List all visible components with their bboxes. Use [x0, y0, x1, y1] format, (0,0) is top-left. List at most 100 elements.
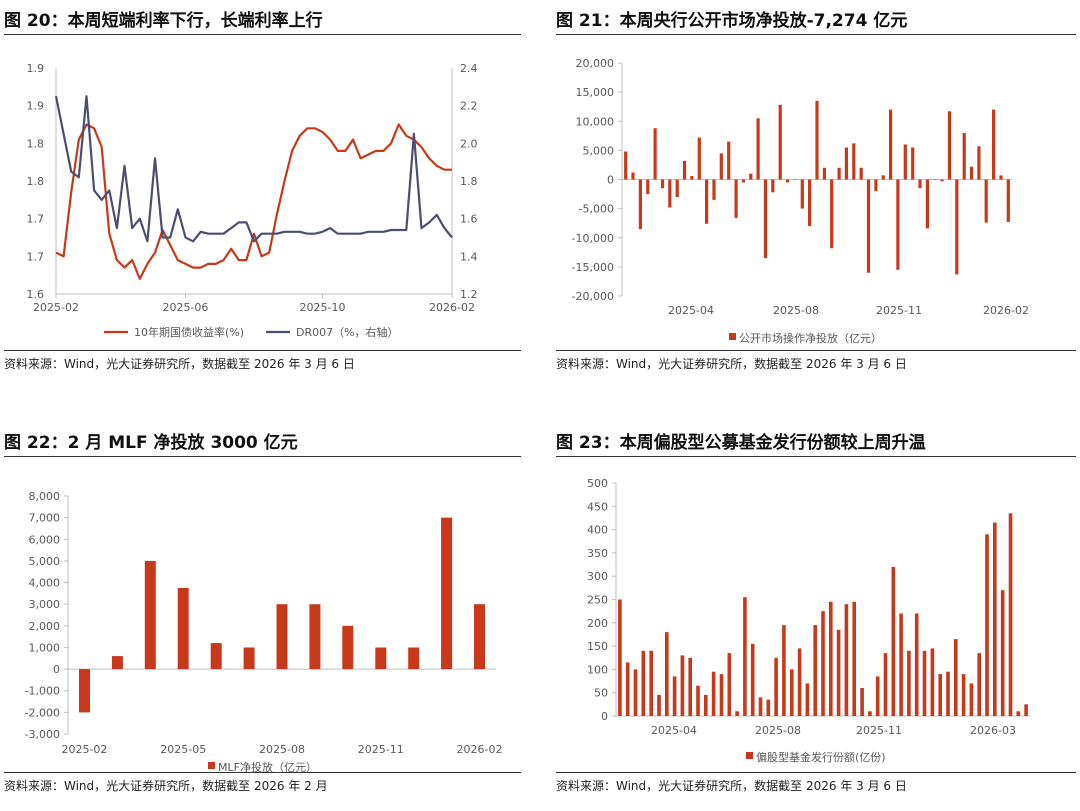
bar [793, 179, 797, 180]
source-rule [4, 772, 521, 773]
bar [852, 143, 856, 180]
bar [874, 179, 878, 192]
bar [758, 697, 763, 716]
bar [653, 128, 657, 180]
bar [969, 166, 974, 180]
bar [881, 175, 885, 180]
bar [938, 674, 942, 716]
y-tick-label: -20,000 [572, 290, 614, 303]
y-tick-label: 20,000 [576, 57, 615, 70]
bar [782, 625, 786, 716]
x-tick-label: 2025-02 [33, 301, 79, 314]
title-rule [4, 34, 521, 35]
bar [933, 179, 937, 180]
bar [962, 132, 966, 180]
bar [1006, 179, 1010, 222]
bar [763, 179, 768, 259]
bar [844, 604, 849, 716]
legend-label: 公开市场操作净投放（亿元） [739, 331, 882, 345]
bar [859, 167, 863, 180]
bar [805, 683, 810, 716]
bar [955, 179, 959, 275]
figure-title: 图 21：本周央行公开市场净投放-7,274 亿元 [556, 11, 908, 31]
bar [852, 601, 856, 716]
bar-chart-mlf: 8,000 7,000 6,000 5,000 4,000 3,000 2,000 1,000… [25, 490, 503, 774]
y-tick-label: 350 [587, 547, 608, 560]
y-tick-label: -15,000 [572, 261, 614, 274]
bar [375, 647, 387, 670]
y-tick-label-right: 1.6 [460, 213, 478, 226]
source-rule [4, 350, 521, 351]
x-tick-label: 2026-02 [457, 743, 503, 756]
bar [899, 613, 903, 716]
bar [903, 144, 907, 180]
y-tick-label: 450 [587, 500, 608, 513]
y-tick-label: 200 [587, 617, 608, 630]
bar [631, 172, 635, 180]
x-tick-label: 2026-02 [429, 301, 475, 314]
bar [441, 517, 453, 670]
bar [342, 625, 354, 670]
bar [837, 167, 841, 180]
bar [860, 688, 864, 716]
bar [727, 653, 732, 716]
y-tick-label-left: 1.9 [27, 62, 45, 75]
x-tick-label: 2025-06 [162, 301, 208, 314]
bar [947, 111, 952, 180]
y-tick-label-right: 1.4 [460, 250, 478, 263]
y-tick-label-right: 2.4 [460, 62, 478, 75]
bar [911, 147, 915, 180]
y-tick-label: 8,000 [29, 490, 61, 503]
bar [999, 175, 1003, 180]
source-note: 资料来源：Wind，光大证券研究所，数据截至 2026 年 2 月 [4, 779, 328, 793]
bar [896, 179, 900, 270]
y-tick-label-left: 1.9 [27, 100, 45, 113]
bar [790, 669, 794, 716]
legend-label: MLF净投放（亿元） [218, 760, 317, 774]
bar [276, 604, 288, 670]
y-tick-label-left: 1.8 [27, 175, 45, 188]
bar [821, 611, 825, 716]
bar [712, 179, 716, 200]
bar [474, 604, 485, 670]
y-tick-label: -3,000 [25, 728, 60, 741]
y-tick-label: 3,000 [29, 598, 61, 611]
y-tick-label-right: 1.2 [460, 288, 478, 301]
bar [875, 676, 880, 716]
bar [766, 699, 771, 716]
bar [243, 647, 255, 670]
bar [774, 657, 778, 717]
y-tick-label: 300 [587, 570, 608, 583]
x-tick-label: 2025-04 [651, 724, 697, 737]
legend-label: DR007（%，右轴） [296, 325, 399, 339]
x-tick-label: 2026-02 [983, 304, 1029, 317]
bar [1000, 590, 1005, 716]
bar [992, 109, 996, 180]
bar [800, 179, 804, 209]
bar [889, 109, 893, 180]
legend-label: 10年期国债收益率(%) [134, 325, 244, 339]
x-tick-label: 2025-02 [61, 743, 107, 756]
bar [210, 643, 222, 670]
bar [682, 160, 687, 180]
x-tick-label: 2025-08 [259, 743, 305, 756]
bar [690, 176, 694, 180]
bar [786, 179, 790, 183]
bar [680, 655, 685, 716]
bar [697, 137, 701, 180]
bar [665, 632, 669, 716]
x-tick-label: 2025-08 [773, 304, 819, 317]
y-tick-label: -10,000 [572, 232, 614, 245]
line-chart-rates: 1.6 1.7 1.7 1.8 1.8 1.9 1.9 1.2 1.4 1.6 1.8 2.0 2.2 2… [27, 62, 478, 339]
figure-title: 图 20：本周短端利率下行，长端利率上行 [4, 11, 323, 31]
bar [940, 179, 944, 182]
bar [925, 179, 929, 229]
series-line-10y-yield [55, 123, 452, 280]
source-note: 资料来源：Wind，光大证券研究所，数据截至 2026 年 3 月 6 日 [556, 779, 907, 793]
panel-figure-23: 图 23：本周偏股型公募基金发行份额较上周升温 500 450 400 350 300 2… [556, 422, 1076, 807]
panel-figure-22: 图 22：2 月 MLF 净投放 3000 亿元 8,000 7,000 6,000… [4, 422, 521, 807]
bar [727, 141, 731, 180]
y-tick-label: 0 [601, 710, 608, 723]
y-tick-label: 0 [53, 663, 60, 676]
